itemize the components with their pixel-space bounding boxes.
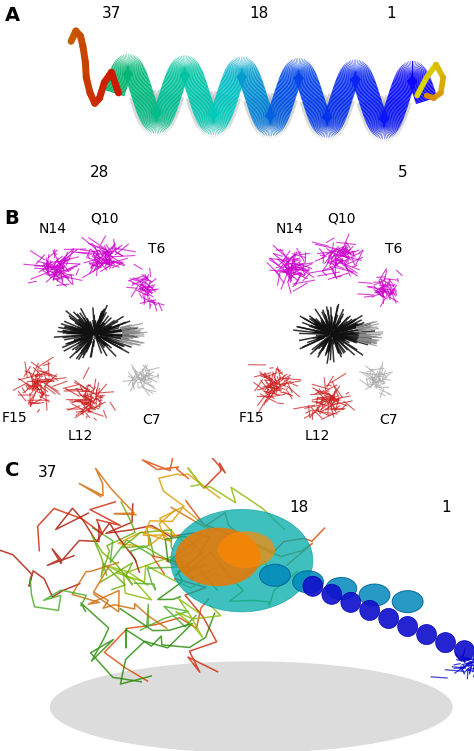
Text: 28: 28 xyxy=(90,165,109,180)
Ellipse shape xyxy=(326,578,357,599)
Text: 5: 5 xyxy=(398,165,408,180)
Ellipse shape xyxy=(398,617,418,637)
Text: T6: T6 xyxy=(385,243,402,256)
Ellipse shape xyxy=(436,632,456,653)
Text: A: A xyxy=(5,6,20,26)
Ellipse shape xyxy=(341,593,361,612)
Text: Q10: Q10 xyxy=(90,212,118,225)
Text: 18: 18 xyxy=(289,500,309,515)
Text: C7: C7 xyxy=(142,413,161,427)
Text: 18: 18 xyxy=(249,6,268,21)
Ellipse shape xyxy=(359,584,390,606)
Text: L12: L12 xyxy=(68,429,93,442)
Ellipse shape xyxy=(303,576,323,596)
Text: C7: C7 xyxy=(379,413,398,427)
Text: 37: 37 xyxy=(38,466,57,481)
Text: N14: N14 xyxy=(275,222,303,236)
Text: C: C xyxy=(5,461,19,480)
Ellipse shape xyxy=(259,564,290,587)
Ellipse shape xyxy=(50,662,453,751)
Text: N14: N14 xyxy=(38,222,66,236)
Ellipse shape xyxy=(171,509,313,612)
Text: 1: 1 xyxy=(386,6,396,21)
Text: Q10: Q10 xyxy=(327,212,356,225)
Ellipse shape xyxy=(322,584,342,605)
Text: 1: 1 xyxy=(441,500,450,515)
Ellipse shape xyxy=(175,528,261,587)
Text: L12: L12 xyxy=(305,429,330,442)
Text: 37: 37 xyxy=(102,6,121,21)
Ellipse shape xyxy=(455,641,474,661)
Text: F15: F15 xyxy=(238,411,264,425)
Ellipse shape xyxy=(218,532,275,568)
Ellipse shape xyxy=(379,608,399,629)
Ellipse shape xyxy=(292,571,324,593)
Ellipse shape xyxy=(392,590,423,613)
Ellipse shape xyxy=(417,625,437,644)
Ellipse shape xyxy=(360,600,380,620)
Text: F15: F15 xyxy=(1,411,27,425)
Text: B: B xyxy=(5,209,19,228)
Text: T6: T6 xyxy=(148,243,165,256)
